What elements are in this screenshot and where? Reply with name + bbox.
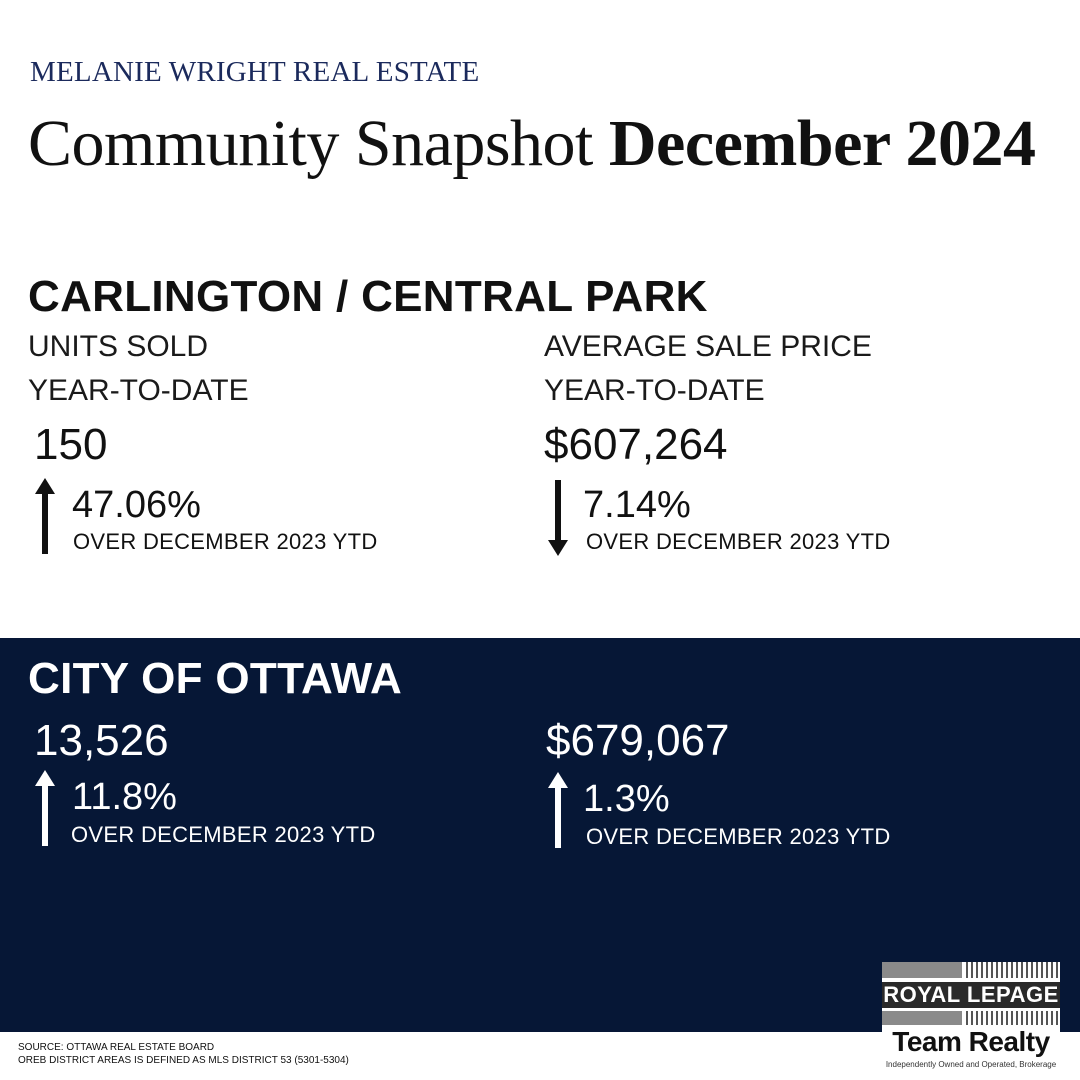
avg-price-change-comparison: OVER DECEMBER 2023 YTD [586,529,891,554]
page-title: Community Snapshot December 2024 [28,106,1036,182]
logo-bars-icon [882,1011,1058,1025]
logo-bars-icon [882,962,1058,978]
logo-tagline: Independently Owned and Operated, Broker… [885,1060,1057,1069]
district-definition-line: OREB DISTRICT AREAS IS DEFINED AS MLS DI… [18,1055,349,1066]
city-price-change-value: 1.3% [583,778,670,820]
avg-price-value: $607,264 [544,420,728,469]
units-change-comparison: OVER DECEMBER 2023 YTD [73,529,378,554]
city-price-change-comparison: OVER DECEMBER 2023 YTD [586,824,891,849]
city-units-change-value: 11.8% [72,776,177,818]
avg-price-label: AVERAGE SALE PRICE [544,330,872,363]
community-name: CARLINGTON / CENTRAL PARK [28,272,708,321]
city-name: CITY OF OTTAWA [28,654,403,703]
city-units-value: 13,526 [34,716,169,765]
arrow-down-icon [548,480,568,556]
avg-price-change-value: 7.14% [583,484,691,526]
arrow-up-icon [548,772,568,848]
units-period-label: YEAR-TO-DATE [28,374,249,407]
title-bold: December 2024 [608,107,1036,180]
logo-team-realty: Team Realty [892,1026,1050,1057]
city-section: CITY OF OTTAWA 13,526 11.8% OVER DECEMBE… [0,638,1080,1032]
arrow-up-icon [35,770,55,846]
logo-royal-lepage: ROYAL LEPAGE [882,982,1060,1008]
units-sold-label: UNITS SOLD [28,330,209,363]
brand-name: MELANIE WRIGHT REAL ESTATE [30,56,480,88]
title-regular: Community Snapshot [28,107,609,180]
units-sold-value: 150 [34,420,108,469]
avg-price-period-label: YEAR-TO-DATE [544,374,765,407]
royal-lepage-logo: ROYAL LEPAGE Team Realty Independently O… [882,962,1060,1072]
source-line: SOURCE: OTTAWA REAL ESTATE BOARD [18,1042,215,1053]
city-price-value: $679,067 [546,716,730,765]
city-units-change-comparison: OVER DECEMBER 2023 YTD [71,822,376,847]
units-change-value: 47.06% [72,484,201,526]
arrow-up-icon [35,478,55,554]
